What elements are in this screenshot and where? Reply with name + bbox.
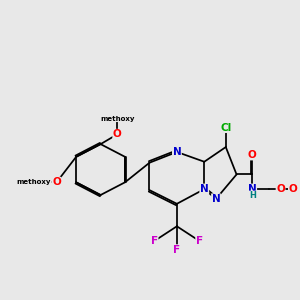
Text: O: O [289,184,297,194]
Text: O: O [276,184,285,194]
Text: N: N [172,147,181,157]
Text: O: O [113,129,122,140]
Text: O: O [248,150,256,160]
Text: F: F [173,245,180,255]
Text: N: N [200,184,208,194]
Text: methoxy: methoxy [17,179,51,185]
Text: F: F [196,236,203,246]
Text: methoxy: methoxy [100,116,134,122]
Text: N: N [248,184,256,194]
Text: Cl: Cl [220,122,231,133]
Text: F: F [151,236,158,246]
Text: H: H [249,191,256,200]
Text: O: O [52,177,61,187]
Text: N: N [212,194,220,204]
